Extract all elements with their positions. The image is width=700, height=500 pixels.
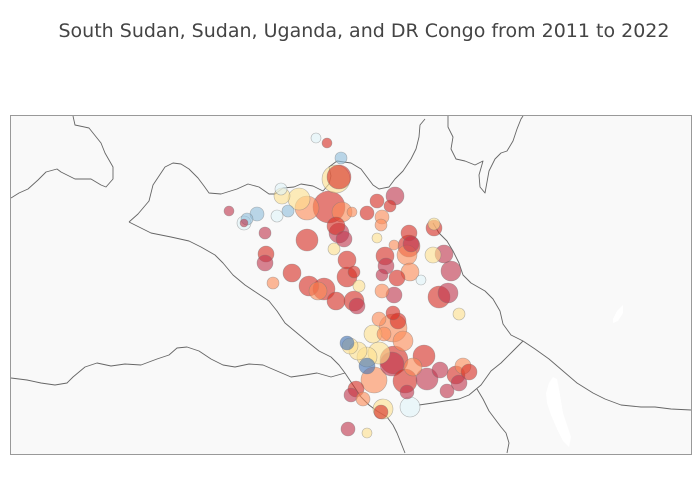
event-marker[interactable]: [335, 230, 353, 248]
event-marker[interactable]: [352, 279, 366, 293]
event-marker[interactable]: [310, 132, 322, 144]
event-marker[interactable]: [374, 283, 390, 299]
marker-layer: [223, 132, 478, 439]
event-marker[interactable]: [375, 268, 389, 282]
event-marker[interactable]: [388, 239, 400, 251]
event-marker[interactable]: [369, 193, 385, 209]
event-marker[interactable]: [392, 330, 414, 352]
event-marker[interactable]: [281, 204, 295, 218]
event-marker[interactable]: [274, 182, 288, 196]
lake-turkana: [546, 377, 571, 447]
event-marker[interactable]: [282, 263, 302, 283]
event-marker[interactable]: [452, 307, 466, 321]
event-marker[interactable]: [326, 164, 352, 190]
event-marker[interactable]: [376, 326, 392, 342]
event-marker[interactable]: [431, 361, 449, 379]
event-marker[interactable]: [385, 305, 401, 321]
event-marker[interactable]: [223, 205, 235, 217]
event-marker[interactable]: [402, 235, 420, 253]
event-marker[interactable]: [295, 228, 319, 252]
event-marker[interactable]: [337, 250, 357, 270]
event-marker[interactable]: [427, 217, 441, 231]
event-marker[interactable]: [361, 427, 373, 439]
event-marker[interactable]: [399, 384, 415, 400]
map-area[interactable]: [10, 115, 692, 455]
kenya-border: [418, 340, 524, 406]
event-marker[interactable]: [373, 404, 389, 420]
uganda-border: [476, 388, 510, 454]
south-sudan-east-border: [432, 222, 691, 411]
event-marker[interactable]: [399, 396, 421, 418]
event-marker[interactable]: [359, 205, 375, 221]
event-marker[interactable]: [371, 311, 387, 327]
event-marker[interactable]: [239, 218, 249, 228]
event-marker[interactable]: [347, 265, 361, 279]
event-marker[interactable]: [308, 281, 328, 301]
event-marker[interactable]: [437, 282, 459, 304]
south-sudan-west-border: [128, 221, 346, 374]
event-marker[interactable]: [327, 242, 341, 256]
event-marker[interactable]: [358, 357, 376, 375]
event-marker[interactable]: [346, 206, 358, 218]
central-african-border: [11, 346, 346, 386]
event-marker[interactable]: [374, 218, 388, 232]
event-marker[interactable]: [439, 383, 455, 399]
event-marker[interactable]: [326, 291, 346, 311]
event-marker[interactable]: [424, 246, 442, 264]
event-marker[interactable]: [415, 274, 427, 286]
event-marker[interactable]: [334, 151, 348, 165]
event-marker[interactable]: [440, 260, 462, 282]
lake-features: [546, 305, 623, 447]
event-marker[interactable]: [355, 391, 371, 407]
event-marker[interactable]: [258, 226, 272, 240]
event-marker[interactable]: [256, 254, 274, 272]
south-sudan-north-border: [128, 118, 426, 223]
event-marker[interactable]: [266, 276, 280, 290]
event-marker[interactable]: [348, 297, 366, 315]
event-marker[interactable]: [371, 232, 383, 244]
sudan-border: [11, 116, 114, 199]
event-marker[interactable]: [339, 335, 355, 351]
event-marker[interactable]: [388, 269, 406, 287]
event-marker[interactable]: [403, 357, 423, 377]
event-marker[interactable]: [450, 374, 468, 392]
event-marker[interactable]: [460, 363, 478, 381]
event-marker[interactable]: [383, 199, 397, 213]
event-marker[interactable]: [326, 216, 346, 236]
chart-title: South Sudan, Sudan, Uganda, and DR Congo…: [58, 20, 670, 42]
event-marker[interactable]: [270, 209, 284, 223]
ethiopia-border: [447, 116, 524, 194]
map-canvas[interactable]: [11, 116, 691, 454]
event-marker[interactable]: [340, 421, 356, 437]
small-lake: [613, 305, 623, 323]
event-marker[interactable]: [321, 137, 333, 149]
